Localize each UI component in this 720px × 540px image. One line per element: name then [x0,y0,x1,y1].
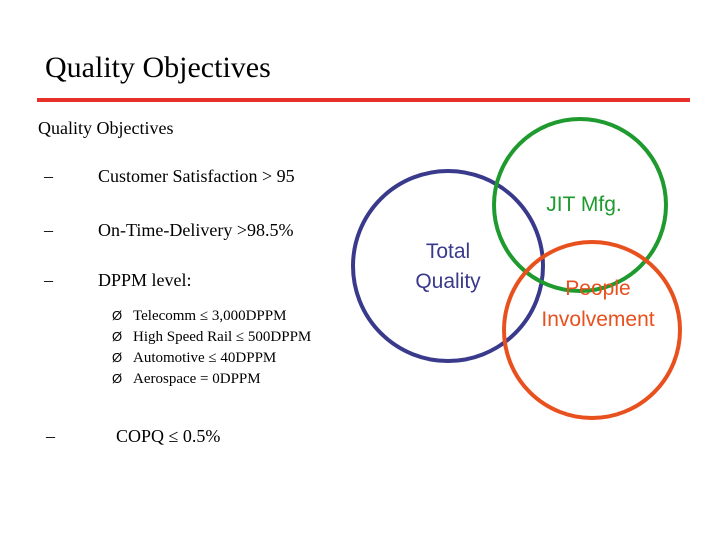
people-label: Involvement [541,308,654,331]
bullet-text: Customer Satisfaction > 95 [98,166,295,186]
sub-bullet-text: Aerospace = 0DPPM [133,371,261,387]
bullet-marker: – [43,166,54,186]
people-label: People [565,277,630,300]
sub-bullet-text: Telecomm ≤ 3,000DPPM [133,308,286,324]
total-quality-label: Quality [415,270,481,293]
heading: Quality Objectives [38,118,173,138]
circle-people [502,240,682,420]
circle-jit [492,117,668,293]
bullet-marker: – [43,220,54,240]
bullet-marker: – [43,270,54,290]
bullet-marker: – [45,426,56,446]
bullet-text: COPQ ≤ 0.5% [116,426,220,446]
sub-bullet-text: Automotive ≤ 40DPPM [133,350,276,366]
slide-title: Quality Objectives [45,51,271,84]
bullet-text: On-Time-Delivery >98.5% [98,220,293,240]
sub-bullet-marker: Ø [112,329,122,344]
sub-bullet-marker: Ø [112,371,122,386]
sub-bullet-text: High Speed Rail ≤ 500DPPM [133,329,311,345]
bullet-text: DPPM level: [98,270,192,290]
sub-bullet-marker: Ø [112,308,122,323]
jit-label: JIT Mfg. [546,193,621,216]
total-quality-label: Total [426,240,470,263]
title-rule [37,98,690,102]
circle-total-quality [351,169,545,363]
sub-bullet-marker: Ø [112,350,122,365]
